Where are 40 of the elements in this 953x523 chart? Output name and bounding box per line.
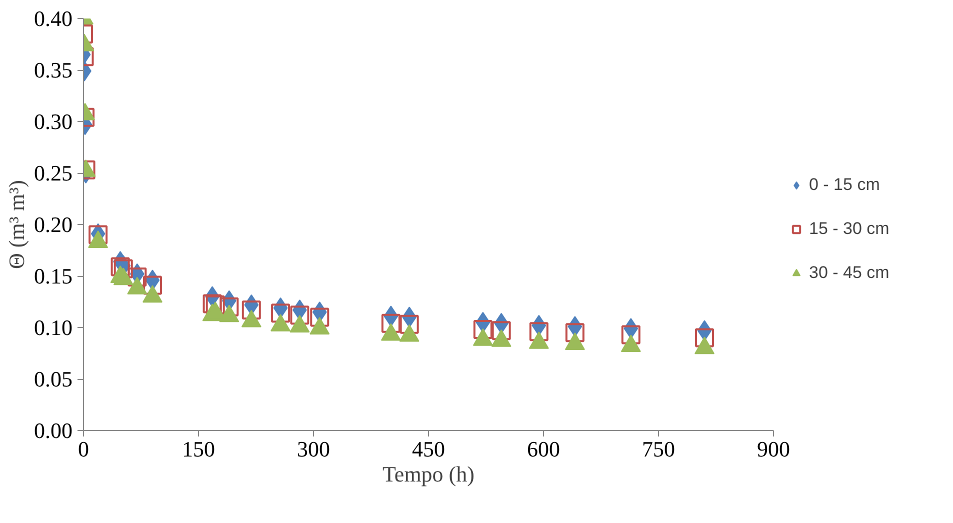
point xyxy=(110,257,130,276)
point xyxy=(114,259,133,278)
point xyxy=(220,297,239,316)
y-tick-label: 0.35 xyxy=(34,58,72,82)
y-tick-label: 0.30 xyxy=(34,109,72,134)
y-tick-label: 0.20 xyxy=(34,212,72,237)
x-tick-label: 750 xyxy=(642,436,675,462)
x-tick-label: 900 xyxy=(757,436,790,462)
point xyxy=(202,294,222,314)
x-tick-label: 0 xyxy=(78,436,89,462)
x-tick-label: 300 xyxy=(297,436,330,462)
point xyxy=(310,308,330,327)
point xyxy=(695,328,714,348)
point xyxy=(529,322,548,342)
y-tick-label: 0.15 xyxy=(34,264,72,288)
y-tick-label: 0.25 xyxy=(34,160,72,186)
point xyxy=(473,320,492,340)
y-tick-label: 0.05 xyxy=(34,366,72,392)
point xyxy=(206,295,225,314)
point xyxy=(143,276,162,295)
point xyxy=(381,314,400,333)
y-axis-title: Θ (m³ m³) xyxy=(4,180,29,269)
legend-label: 15 - 30 cm xyxy=(809,219,890,239)
legend-label: 0 - 15 cm xyxy=(809,175,880,195)
y-tick-label: 0.10 xyxy=(34,315,72,340)
point xyxy=(242,300,261,320)
x-tick-label: 150 xyxy=(182,436,215,462)
x-axis-title: Tempo (h) xyxy=(382,462,474,486)
point xyxy=(271,304,290,323)
point xyxy=(492,321,511,340)
point xyxy=(400,314,419,334)
point xyxy=(128,268,147,287)
point xyxy=(621,325,640,344)
point xyxy=(565,323,584,342)
x-tick-label: 600 xyxy=(527,436,560,462)
y-tick-label: 0.40 xyxy=(34,6,72,31)
legend-label: 30 - 45 cm xyxy=(809,263,890,283)
x-tick-label: 450 xyxy=(412,436,445,462)
y-tick-label: 0.00 xyxy=(34,418,72,443)
point xyxy=(290,306,310,325)
